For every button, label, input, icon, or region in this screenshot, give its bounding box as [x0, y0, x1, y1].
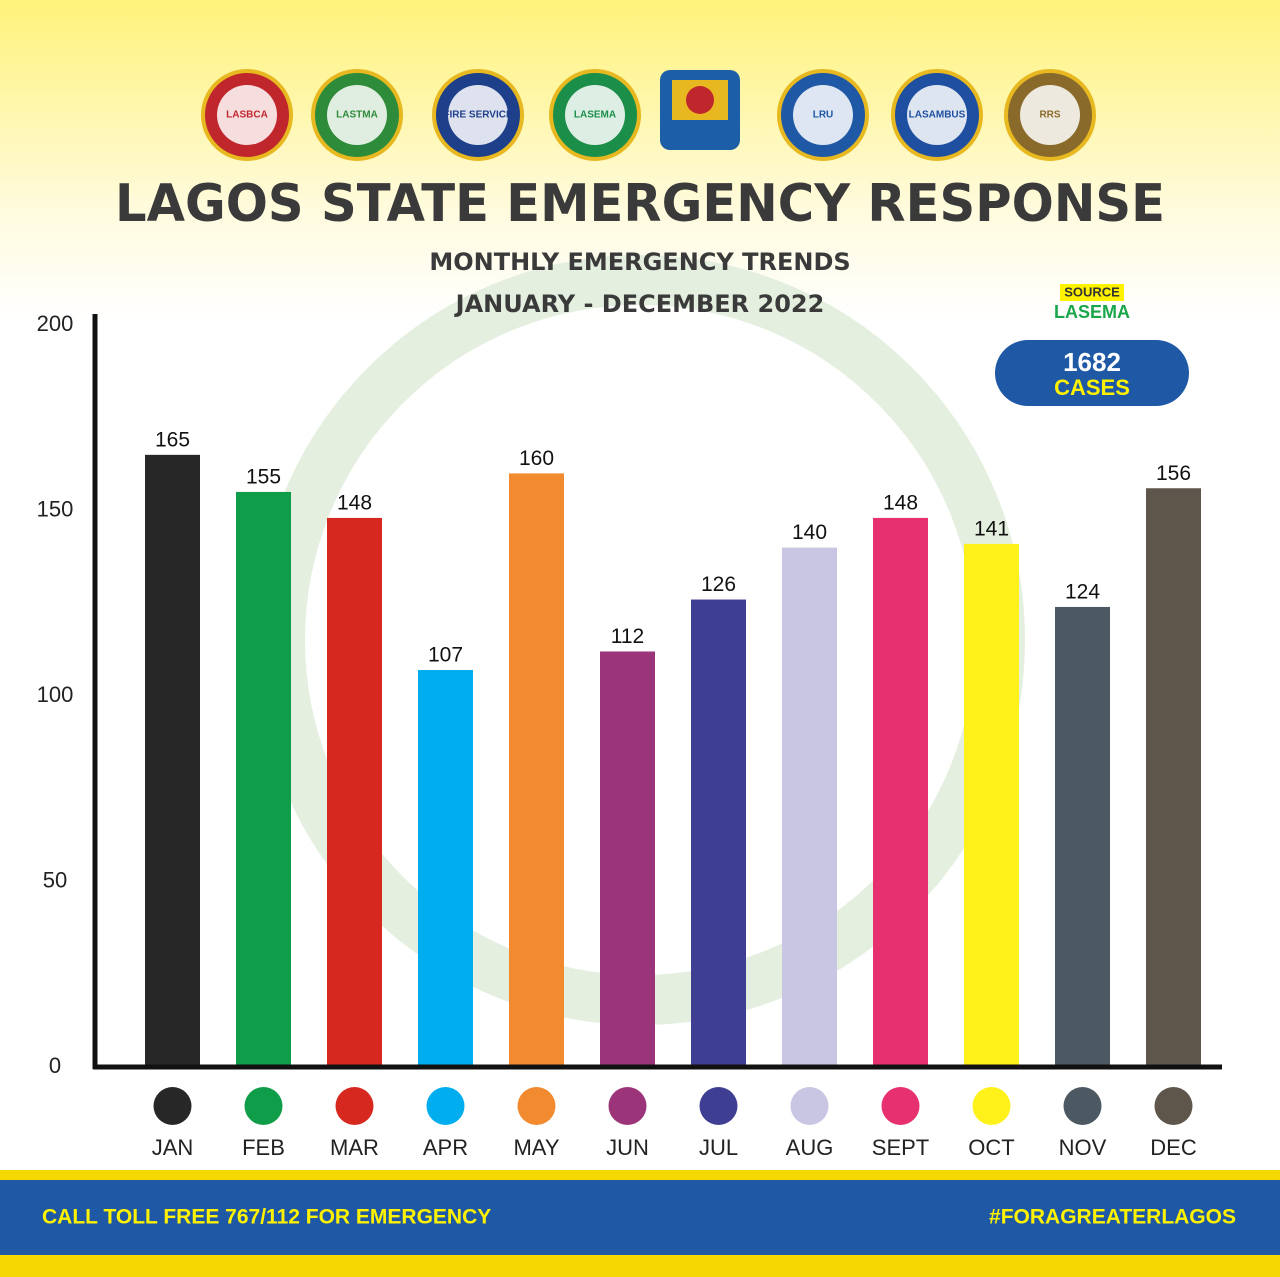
value-label: 156 — [1156, 462, 1191, 485]
logo-label: LASEMA — [574, 110, 616, 121]
bar — [1055, 606, 1110, 1067]
legend-dot — [335, 1087, 374, 1125]
x-tick-label: JAN — [152, 1135, 194, 1160]
logo-inner — [793, 85, 853, 145]
value-label: 141 — [974, 517, 1009, 540]
y-tick-label: 100 — [37, 682, 74, 707]
bar — [782, 547, 837, 1067]
logo-inner — [565, 85, 625, 145]
x-tick-label: NOV — [1059, 1135, 1107, 1160]
coat-of-arms — [660, 70, 740, 150]
total-cases: 1682 — [1063, 347, 1121, 377]
bar — [327, 517, 382, 1067]
logo-inner — [448, 85, 508, 145]
value-label: 148 — [337, 491, 372, 514]
footer-strip — [0, 1170, 1280, 1180]
value-label: 126 — [701, 573, 736, 596]
x-tick-label: APR — [423, 1135, 468, 1160]
value-label: 160 — [519, 447, 554, 470]
footer-right: #FORAGREATERLAGOS — [989, 1206, 1236, 1229]
bar — [236, 491, 291, 1067]
legend-dot — [244, 1087, 283, 1125]
logo-label: LASAMBUS — [909, 110, 966, 121]
value-label: 112 — [611, 625, 644, 648]
bar — [600, 651, 655, 1067]
x-tick-label: OCT — [968, 1135, 1014, 1160]
footer-left: CALL TOLL FREE 767/112 FOR EMERGENCY — [42, 1206, 491, 1229]
chart-subtitle: MONTHLY EMERGENCY TRENDS — [429, 248, 850, 276]
legend-dot — [1063, 1087, 1102, 1125]
bar — [418, 670, 473, 1067]
y-tick-label: 0 — [49, 1053, 61, 1078]
legend-dot — [790, 1087, 829, 1125]
x-tick-label: SEPT — [872, 1135, 929, 1160]
value-label: 107 — [428, 644, 463, 667]
source: LASEMA — [1054, 302, 1130, 322]
total-label: CASES — [1054, 375, 1130, 400]
value-label: 155 — [246, 465, 281, 488]
value-label: 140 — [792, 521, 827, 544]
bar — [873, 517, 928, 1067]
logo-label: LASTMA — [336, 110, 378, 121]
x-tick-label: JUN — [606, 1135, 649, 1160]
value-label: 148 — [883, 491, 918, 514]
x-tick-label: JUL — [699, 1135, 738, 1160]
footer-band — [0, 1180, 1280, 1255]
source-label: SOURCE — [1064, 284, 1120, 299]
y-tick-label: 200 — [37, 311, 74, 336]
x-tick-label: MAY — [513, 1135, 559, 1160]
x-tick-label: FEB — [242, 1135, 285, 1160]
bar — [509, 473, 564, 1067]
x-tick-label: AUG — [786, 1135, 834, 1160]
bar — [964, 543, 1019, 1067]
value-label: 124 — [1065, 581, 1100, 604]
legend-dot — [972, 1087, 1011, 1125]
logo-label: LASBCA — [226, 110, 268, 121]
bar — [145, 454, 200, 1068]
x-tick-label: MAR — [330, 1135, 379, 1160]
legend-dot — [153, 1087, 192, 1125]
legend-dot — [608, 1087, 647, 1125]
logo-label: FIRE SERVICE — [443, 110, 513, 121]
value-label: 165 — [155, 428, 190, 451]
legend-dot — [426, 1087, 465, 1125]
footer-strip — [0, 1255, 1280, 1277]
logo-label: RRS — [1039, 110, 1060, 121]
logo-inner — [217, 85, 277, 145]
legend-dot — [1154, 1087, 1193, 1125]
total-badge — [995, 340, 1189, 406]
bar — [1146, 488, 1201, 1067]
source-highlight — [1060, 284, 1124, 301]
logo-inner — [1020, 85, 1080, 145]
logo-label: LRU — [813, 110, 834, 121]
y-tick-label: 150 — [37, 496, 74, 521]
logo-inner — [327, 85, 387, 145]
legend-dot — [881, 1087, 920, 1125]
y-tick-label: 50 — [43, 867, 67, 892]
logo-inner — [907, 85, 967, 145]
chart-title: LAGOS STATE EMERGENCY RESPONSE — [115, 174, 1165, 234]
legend-dot — [699, 1087, 738, 1125]
bar — [691, 599, 746, 1067]
x-tick-label: DEC — [1150, 1135, 1197, 1160]
chart-period: JANUARY - DECEMBER 2022 — [454, 290, 825, 318]
legend-dot — [517, 1087, 556, 1125]
